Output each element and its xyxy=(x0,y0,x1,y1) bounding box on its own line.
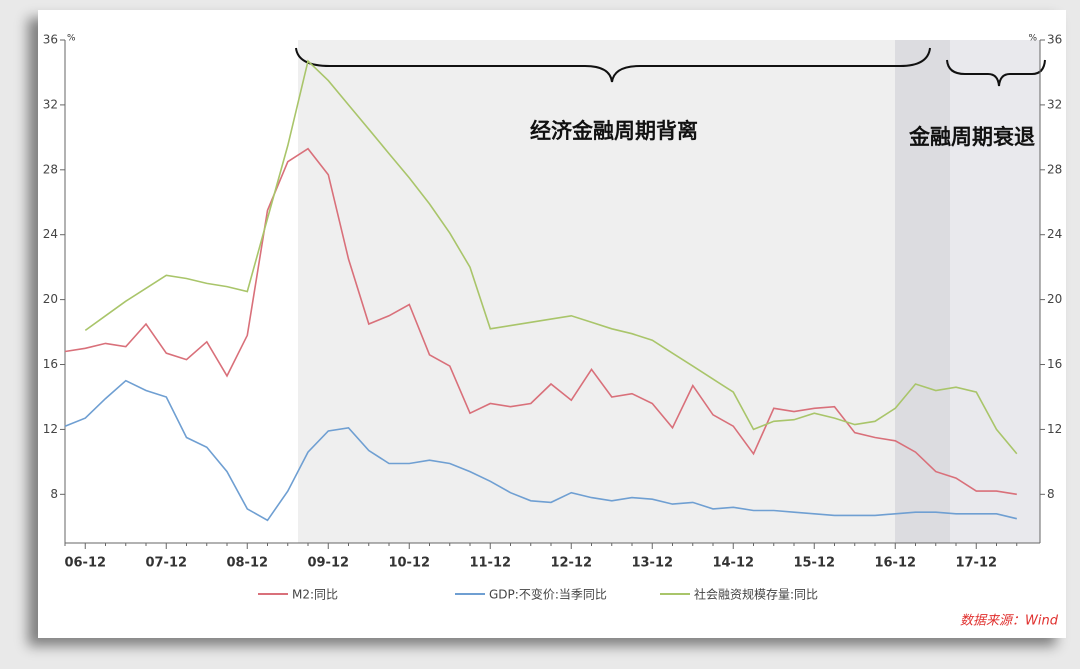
y-tick-label: 24 xyxy=(43,227,58,241)
y2-unit: % xyxy=(1028,34,1037,44)
x-tick-label: 16-12 xyxy=(874,556,916,571)
y2-tick-label: 36 xyxy=(1047,33,1062,47)
x-tick-label: 12-12 xyxy=(550,556,592,571)
x-tick-label: 09-12 xyxy=(307,556,349,571)
x-tick-label: 07-12 xyxy=(145,556,187,571)
x-tick-label: 13-12 xyxy=(631,556,673,571)
y-tick-label: 36 xyxy=(43,33,58,47)
series-line xyxy=(64,379,1017,522)
x-tick-label: 08-12 xyxy=(226,556,268,571)
annotation: 金融周期衰退 xyxy=(908,125,1035,149)
x-tick-label: 10-12 xyxy=(388,556,430,571)
y2-tick-label: 16 xyxy=(1047,357,1062,371)
y-tick-label: 20 xyxy=(43,292,58,306)
y-unit: % xyxy=(67,34,76,44)
shade-divergence xyxy=(298,40,895,543)
source: 数据来源：Wind xyxy=(960,614,1059,629)
brace xyxy=(946,59,1046,87)
legend-label: 社会融资规模存量:同比 xyxy=(694,587,818,602)
y2-tick-label: 32 xyxy=(1047,97,1062,111)
y-tick-label: 16 xyxy=(43,357,58,371)
brace xyxy=(295,47,931,83)
y-tick-label: 32 xyxy=(43,97,58,111)
series-line xyxy=(64,147,1017,496)
annotation: 经济金融周期背离 xyxy=(530,119,698,143)
shade-recession-2 xyxy=(950,40,1040,543)
y2-tick-label: 28 xyxy=(1047,162,1062,176)
x-tick-label: 14-12 xyxy=(712,556,754,571)
y2-tick-label: 24 xyxy=(1047,227,1062,241)
y-tick-label: 12 xyxy=(43,422,58,436)
x-tick-label: 15-12 xyxy=(793,556,835,571)
x-tick-label: 17-12 xyxy=(955,556,997,571)
x-tick-label: 06-12 xyxy=(64,556,106,571)
y2-tick-label: 8 xyxy=(1047,487,1055,501)
y2-tick-label: 12 xyxy=(1047,422,1062,436)
y-tick-label: 8 xyxy=(50,487,58,501)
y2-tick-label: 20 xyxy=(1047,292,1062,306)
legend-label: GDP:不变价:当季同比 xyxy=(489,587,607,602)
y-tick-label: 28 xyxy=(43,162,58,176)
series-line xyxy=(84,59,1018,455)
x-tick-label: 11-12 xyxy=(469,556,511,571)
legend-label: M2:同比 xyxy=(292,588,338,602)
shade-recession-1 xyxy=(895,40,950,543)
